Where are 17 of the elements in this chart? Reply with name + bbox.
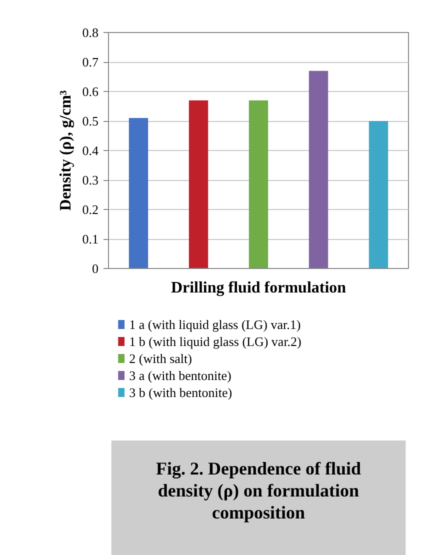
- y-tick-label: 0.3: [82, 172, 98, 188]
- y-tick-label: 0.7: [82, 54, 99, 70]
- legend-label: 1 b (with liquid glass (LG) var.2): [129, 334, 302, 349]
- y-tick-label: 0: [92, 261, 98, 276]
- y-tick-label: 0.1: [82, 232, 98, 246]
- legend-label: 2 (with salt): [129, 351, 192, 366]
- legend-label: 1 a (with liquid glass (LG) var.1): [129, 317, 301, 332]
- y-tick-label: 0.2: [82, 202, 98, 217]
- caption: Fig. 2. Dependence of fluid density (ρ) on formulation composition: [156, 458, 361, 522]
- y-axis-title: Density (ρ), g/cm³: [57, 90, 74, 211]
- y-tick-label: 0.6: [82, 84, 99, 99]
- x-axis-title: Drilling fluid formulation: [170, 280, 346, 296]
- legend-label: 3 a (with bentonite): [129, 368, 232, 383]
- legend-label: 3 b (with bentonite): [129, 385, 232, 400]
- y-tick-label: 0.4: [82, 143, 99, 158]
- y-tick-label: 0.8: [82, 25, 98, 40]
- y-tick-label: 0.5: [82, 114, 98, 128]
